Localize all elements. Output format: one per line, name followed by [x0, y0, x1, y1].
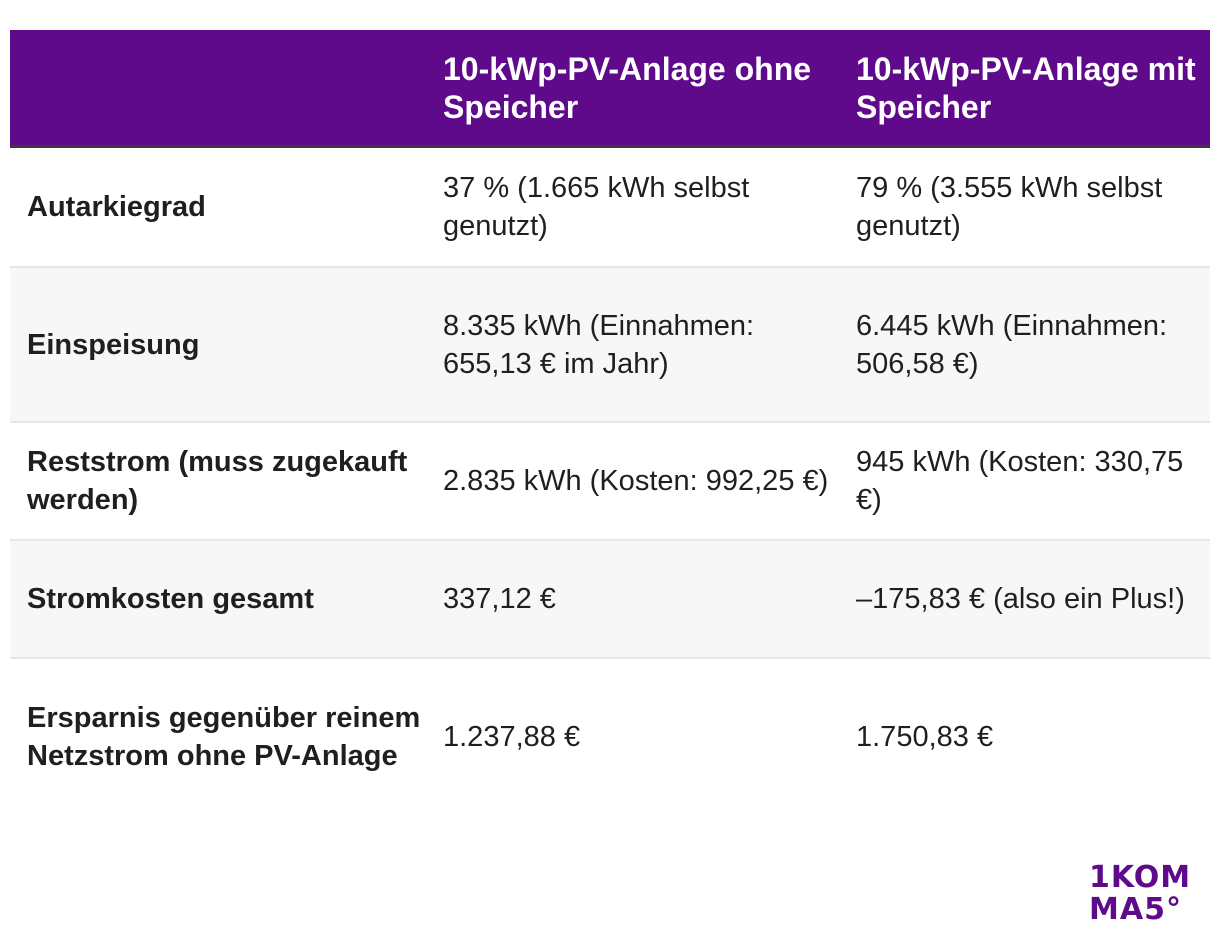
brand-logo: 1KOM MA5°: [1089, 862, 1203, 926]
cell-mit-speicher: 6.445 kWh (Einnahmen: 506,58 €): [856, 309, 1168, 380]
cell-ohne-speicher: 1.237,88 €: [443, 721, 581, 753]
cell-ohne-speicher: 37 % (1.665 kWh selbst genutzt): [443, 172, 750, 242]
cell-mit-speicher: –175,83 € (also ein Plus!): [856, 583, 1185, 615]
table-row: Reststrom (muss zugekauft werden) 2.835 …: [10, 423, 1210, 541]
cell-ohne-speicher: 337,12 €: [443, 583, 556, 615]
header-cell-ohne-speicher: 10-kWp-PV-Anlage ohne Speicher: [443, 51, 812, 125]
row-label: Einspeisung: [27, 328, 200, 361]
cell-mit-speicher: 79 % (3.555 kWh selbst genutzt): [856, 172, 1163, 242]
header-cell-mit-speicher: 10-kWp-PV-Anlage mit Speicher: [856, 51, 1196, 125]
table-header-row: 10-kWp-PV-Anlage ohne Speicher 10-kWp-PV…: [10, 30, 1210, 148]
cell-mit-speicher: 1.750,83 €: [856, 721, 994, 753]
comparison-table: 10-kWp-PV-Anlage ohne Speicher 10-kWp-PV…: [10, 30, 1210, 815]
table-row: Stromkosten gesamt 337,12 € –175,83 € (a…: [10, 541, 1210, 659]
cell-ohne-speicher: 8.335 kWh (Einnahmen: 655,13 € im Jahr): [443, 309, 755, 380]
table-row: Einspeisung 8.335 kWh (Einnahmen: 655,13…: [10, 268, 1210, 423]
row-label: Autarkiegrad: [27, 191, 206, 223]
table-row: Autarkiegrad 37 % (1.665 kWh selbst genu…: [10, 148, 1210, 268]
row-label: Ersparnis gegenüber reinem Netzstrom ohn…: [27, 702, 421, 772]
cell-mit-speicher: 945 kWh (Kosten: 330,75 €): [856, 446, 1184, 516]
logo-line-2: MA5°: [1089, 892, 1182, 927]
logo-line-1: 1KOM: [1089, 860, 1192, 895]
table-row: Ersparnis gegenüber reinem Netzstrom ohn…: [10, 659, 1210, 815]
row-label: Reststrom (muss zugekauft werden): [27, 446, 408, 516]
cell-ohne-speicher: 2.835 kWh (Kosten: 992,25 €): [443, 465, 829, 497]
row-label: Stromkosten gesamt: [27, 583, 314, 615]
